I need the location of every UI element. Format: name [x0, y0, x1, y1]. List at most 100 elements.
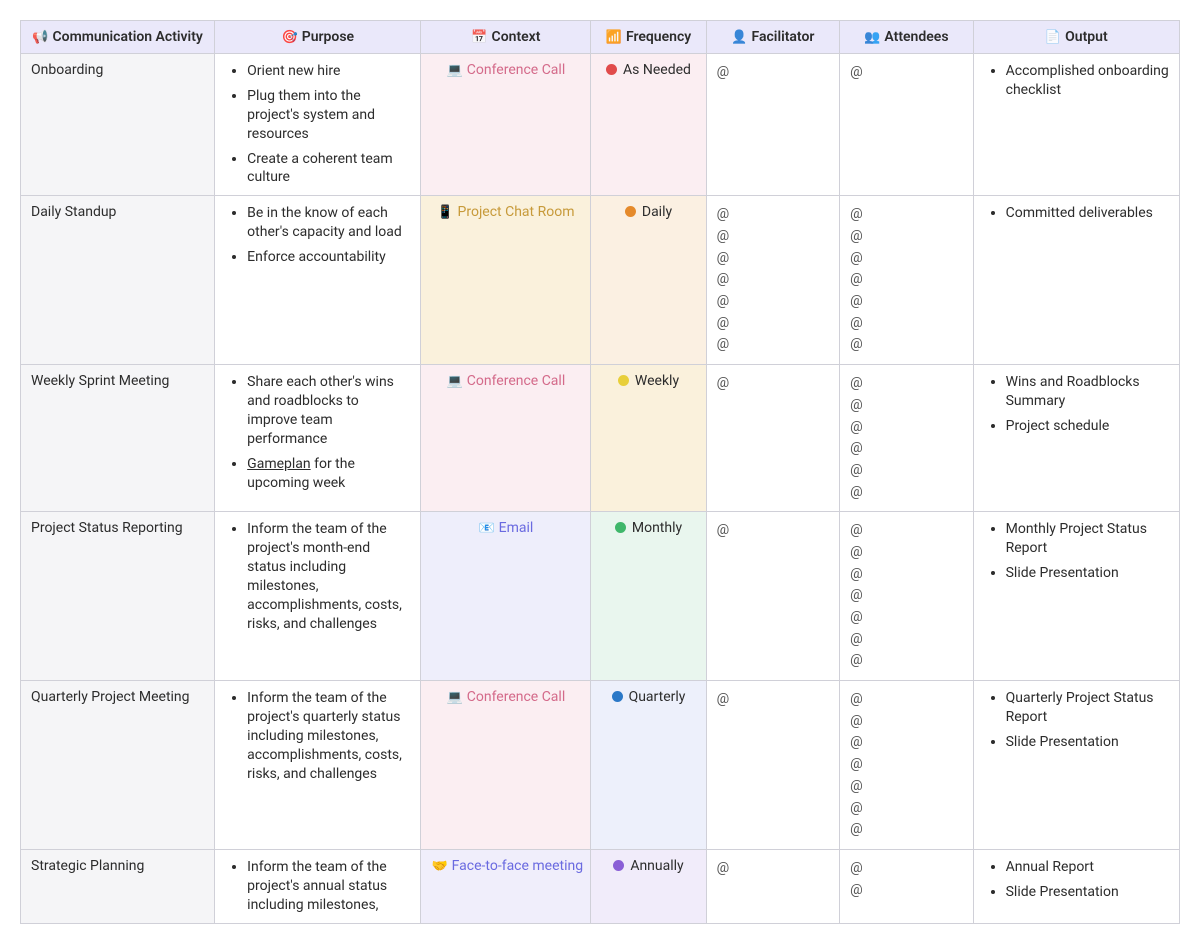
purpose-cell: Be in the know of each other's capacity …	[215, 196, 421, 365]
purpose-item: Orient new hire	[247, 62, 410, 81]
facilitator-cell: @	[706, 54, 839, 196]
purpose-header-label: Purpose	[302, 29, 354, 45]
output-item: Slide Presentation	[1006, 733, 1169, 752]
frequency-dot-icon	[615, 522, 626, 533]
facilitator-mention: @	[717, 62, 829, 84]
facilitator-mention: @	[717, 689, 829, 711]
facilitator-cell: @	[706, 681, 839, 850]
attendee-mention: @	[850, 248, 962, 270]
attendee-mention: @	[850, 226, 962, 248]
frequency-cell: Annually	[591, 849, 706, 923]
facilitator-mention: @	[717, 291, 829, 313]
context-header-label: Context	[492, 29, 541, 45]
attendee-mention: @	[850, 62, 962, 84]
attendee-mention: @	[850, 754, 962, 776]
attendee-mention: @	[850, 585, 962, 607]
table-row: Strategic PlanningInform the team of the…	[21, 849, 1180, 923]
frequency-cell: Daily	[591, 196, 706, 365]
purpose-item: Plug them into the project's system and …	[247, 87, 410, 144]
frequency-dot-icon	[606, 64, 617, 75]
output-item: Quarterly Project Status Report	[1006, 689, 1169, 727]
activity-cell: Strategic Planning	[21, 849, 215, 923]
frequency-dot-icon	[612, 691, 623, 702]
attendee-mention: @	[850, 629, 962, 651]
attendee-mention: @	[850, 689, 962, 711]
purpose-item: Create a coherent team culture	[247, 150, 410, 188]
context-label: Project Chat Room	[458, 204, 575, 220]
output-item: Committed deliverables	[1006, 204, 1169, 223]
activity-header-label: Communication Activity	[53, 29, 203, 45]
context-icon: 📧	[478, 521, 494, 536]
frequency-cell: Quarterly	[591, 681, 706, 850]
facilitator-cell: @	[706, 365, 839, 512]
frequency-label: Weekly	[635, 373, 679, 389]
attendee-mention: @	[850, 482, 962, 504]
purpose-cell: Inform the team of the project's annual …	[215, 849, 421, 923]
purpose-header-icon: 🎯	[282, 30, 298, 45]
frequency-cell: Weekly	[591, 365, 706, 512]
context-icon: 🤝	[431, 859, 447, 874]
facilitator-cell: @	[706, 512, 839, 681]
purpose-item: Enforce accountability	[247, 248, 410, 267]
context-label: Email	[499, 520, 534, 536]
attendee-mention: @	[850, 607, 962, 629]
activity-cell: Quarterly Project Meeting	[21, 681, 215, 850]
facilitator-mention: @	[717, 520, 829, 542]
purpose-item: Inform the team of the project's month-e…	[247, 520, 410, 633]
attendees-cell: @	[840, 54, 973, 196]
attendee-mention: @	[850, 204, 962, 226]
facilitator-cell: @@@@@@@	[706, 196, 839, 365]
purpose-cell: Share each other's wins and roadblocks t…	[215, 365, 421, 512]
attendee-mention: @	[850, 373, 962, 395]
table-row: Weekly Sprint MeetingShare each other's …	[21, 365, 1180, 512]
output-header-label: Output	[1065, 29, 1108, 45]
context-label: Conference Call	[467, 373, 566, 389]
frequency-label: As Needed	[623, 62, 691, 78]
facilitator-mention: @	[717, 313, 829, 335]
frequency-label: Annually	[630, 858, 683, 874]
facilitator-mention: @	[717, 334, 829, 356]
attendee-mention: @	[850, 732, 962, 754]
activity-cell: Onboarding	[21, 54, 215, 196]
context-icon: 💻	[447, 374, 463, 389]
output-cell: Wins and Roadblocks Summary Project sched…	[973, 365, 1179, 512]
frequency-label: Daily	[642, 204, 672, 220]
context-icon: 💻	[447, 63, 463, 78]
attendee-mention: @	[850, 395, 962, 417]
output-cell: Quarterly Project Status Report Slide Pre…	[973, 681, 1179, 850]
frequency-label: Quarterly	[629, 689, 686, 705]
output-item: Slide Presentation	[1006, 883, 1169, 902]
facilitator-mention: @	[717, 248, 829, 270]
activity-cell: Daily Standup	[21, 196, 215, 365]
attendee-mention: @	[850, 798, 962, 820]
attendee-mention: @	[850, 880, 962, 902]
context-label: Conference Call	[467, 62, 566, 78]
output-cell: Annual ReportSlide Presentation	[973, 849, 1179, 923]
attendees-cell: @@@@@@	[840, 365, 973, 512]
frequency-header-icon: 📶	[606, 30, 622, 45]
frequency-header-label: Frequency	[626, 29, 691, 45]
column-header-context: 📅Context	[421, 21, 591, 54]
context-cell: 💻Conference Call	[421, 681, 591, 850]
purpose-item: Inform the team of the project's quarter…	[247, 689, 410, 783]
purpose-item: Share each other's wins and roadblocks t…	[247, 373, 410, 449]
output-header-icon: 📄	[1045, 30, 1061, 45]
context-cell: 💻 Conference Call	[421, 54, 591, 196]
attendees-header-label: Attendees	[884, 29, 948, 45]
column-header-activity: 📢Communication Activity	[21, 21, 215, 54]
facilitator-mention: @	[717, 373, 829, 395]
output-cell: Accomplished onboarding checklist	[973, 54, 1179, 196]
output-item: Wins and Roadblocks Summary	[1006, 373, 1169, 411]
attendees-cell: @@@@@@@	[840, 681, 973, 850]
attendee-mention: @	[850, 564, 962, 586]
output-item: Project schedule	[1006, 417, 1169, 436]
communication-plan-table: 📢Communication Activity 🎯 Purpose 📅Context 📶…	[20, 20, 1180, 924]
facilitator-mention: @	[717, 858, 829, 880]
context-icon: 💻	[447, 690, 463, 705]
output-item: Monthly Project Status Report	[1006, 520, 1169, 558]
purpose-cell: Inform the team of the project's month-e…	[215, 512, 421, 681]
purpose-cell: Inform the team of the project's quarter…	[215, 681, 421, 850]
output-item: Accomplished onboarding checklist	[1006, 62, 1169, 100]
frequency-dot-icon	[618, 375, 629, 386]
context-cell: 💻 Conference Call	[421, 365, 591, 512]
